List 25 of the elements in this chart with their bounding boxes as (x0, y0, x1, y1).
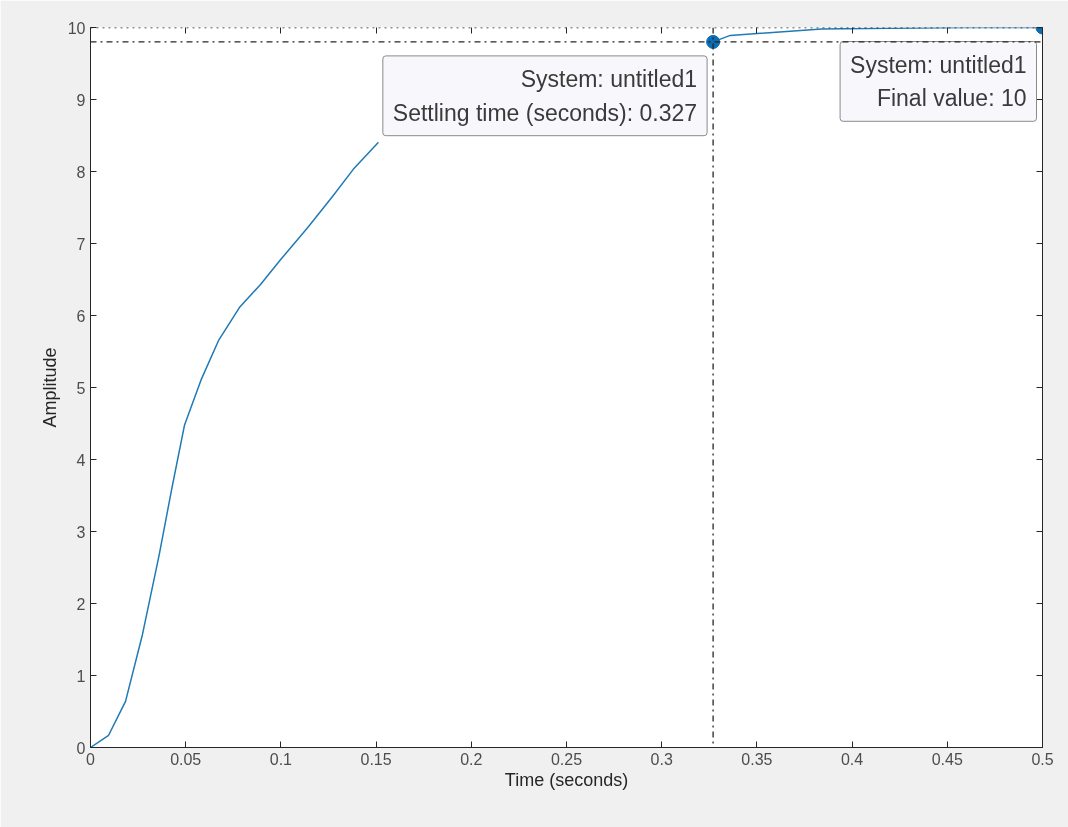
x-tick-label: 0.45 (931, 750, 963, 768)
x-tick-label: 0.2 (460, 750, 483, 768)
x-tick-label: 0.5 (1031, 750, 1054, 768)
y-tick-label: 5 (76, 379, 86, 397)
y-tick-label: 8 (76, 163, 86, 181)
y-tick-label: 3 (76, 523, 86, 541)
y-tick-label: 4 (76, 451, 86, 469)
x-tick-label: 0.3 (650, 750, 673, 768)
y-tick-label: 7 (76, 235, 86, 253)
x-tick-label: 0.35 (741, 750, 773, 768)
x-tick-label: 0.1 (269, 750, 293, 768)
annotation: System: untitled1 Settling time (seconds): 0.327 (392, 65, 698, 126)
x-tick-label: 0.4 (840, 750, 864, 768)
x-tick-label: 0.25 (550, 750, 583, 768)
y-tick-label: 6 (76, 307, 86, 325)
y-tick-label: 1 (76, 667, 86, 685)
y-tick-label: 9 (76, 91, 86, 109)
x-axis-title: Time (seconds) (504, 769, 629, 790)
y-tick-label: 2 (76, 595, 86, 613)
x-tick-label: 0.05 (170, 750, 202, 768)
y-tick-label: 0 (76, 739, 86, 757)
x-tick-label: 0.15 (360, 750, 392, 768)
y-tick-label: 10 (67, 19, 86, 37)
annotation: System: untitled1 Final value: 10 (850, 51, 1027, 112)
y-axis-title: Amplitude (39, 347, 60, 428)
